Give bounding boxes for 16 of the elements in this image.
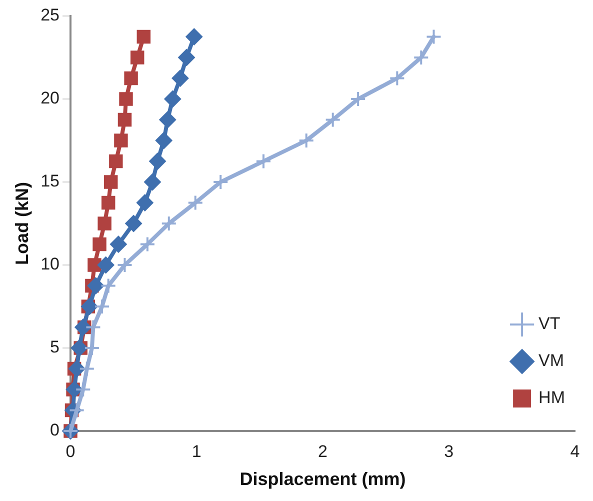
y-tick-label: 15 <box>40 172 60 191</box>
x-tick-label: 2 <box>318 442 328 461</box>
x-axis-title: Displacement (mm) <box>240 469 406 490</box>
x-tick-label: 3 <box>444 442 454 461</box>
y-tick-label: 5 <box>50 338 60 357</box>
legend-label: VM <box>538 351 564 370</box>
y-axis-title: Load (kN) <box>12 182 32 265</box>
y-tick-label: 0 <box>50 420 60 440</box>
y-tick-label: 10 <box>40 254 60 274</box>
y-tick-label: 25 <box>40 6 60 25</box>
legend-label: HM <box>538 388 566 408</box>
legend-label: VT <box>538 314 560 334</box>
x-tick-label: 0 <box>66 442 76 461</box>
x-tick-label: 4 <box>570 442 580 461</box>
y-tick-label: 20 <box>40 88 60 108</box>
x-tick-label: 1 <box>192 442 202 461</box>
